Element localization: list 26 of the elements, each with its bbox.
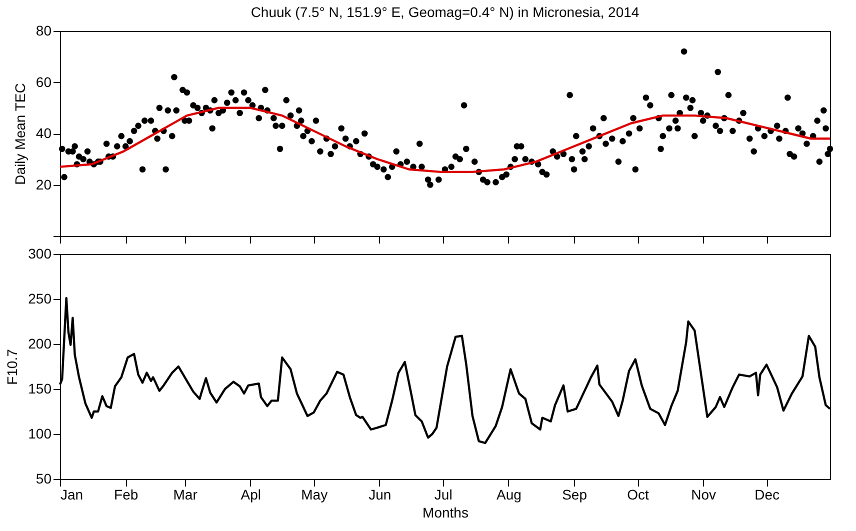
y-tick-label: 80 [36, 22, 52, 38]
y-tick-label: 150 [28, 380, 52, 396]
y-tick-label: 200 [28, 336, 52, 352]
x-tick-label: May [301, 486, 328, 502]
y-tick-label: 250 [28, 290, 52, 306]
x-tick-label: Aug [496, 486, 522, 502]
x-tick-label: Jul [434, 486, 452, 502]
x-tick-label: Oct [627, 486, 649, 502]
x-axis-title: Months [422, 504, 468, 520]
x-tick-label: Apl [240, 486, 261, 502]
x-tick-label: Jan [60, 486, 84, 502]
y-tick-label: 100 [28, 426, 52, 442]
y-tick-label: 50 [36, 470, 52, 486]
chart-title: Chuuk (7.5° N, 151.9° E, Geomag=0.4° N) in Micronesia, 2014 [250, 4, 640, 20]
y-tick-label: 300 [28, 246, 52, 262]
y-tick-label: 20 [36, 176, 52, 192]
y-axis-title: Daily Mean TEC [12, 83, 28, 185]
x-tick-label: Jun [368, 486, 392, 502]
x-tick-label: Mar [173, 486, 198, 502]
y-tick-label: 40 [36, 125, 52, 141]
y-axis-title: F10.7 [4, 348, 20, 385]
x-tick-label: Dec [754, 486, 780, 502]
y-tick-label: 60 [36, 74, 52, 90]
x-tick-label: Sep [562, 486, 588, 502]
x-tick-label: Feb [114, 486, 138, 502]
x-tick-label: Nov [691, 486, 716, 502]
